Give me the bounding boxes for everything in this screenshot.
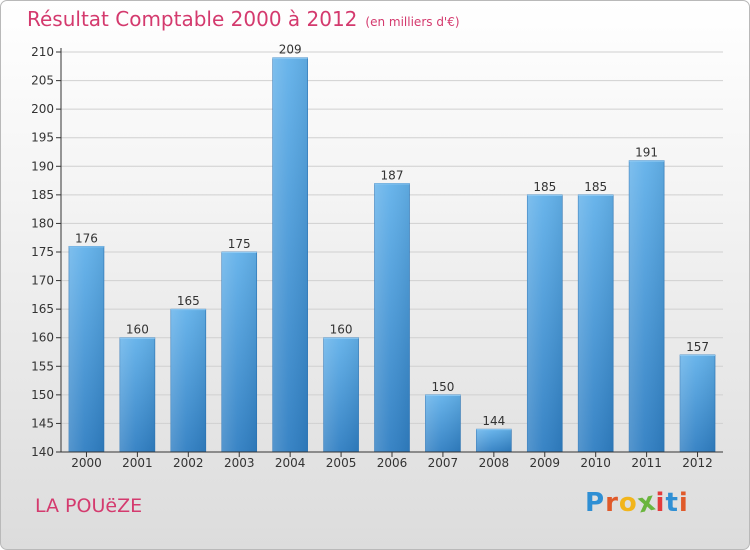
label-layer: 176 160 165 175 209 160 187 150 144 185 185 191 157 <box>75 43 709 428</box>
proxiti-logo: Proxiti <box>585 486 689 519</box>
bar-value-label: 160 <box>330 323 353 337</box>
x-tick-label: 2002 <box>173 456 204 470</box>
y-tick-label: 165 <box>31 302 54 316</box>
bar-value-label: 175 <box>228 237 251 251</box>
y-tick-label: 155 <box>31 359 54 373</box>
place-name: LA POUëZE <box>35 495 143 517</box>
bar-value-label: 209 <box>279 43 302 57</box>
x-tick-label: 2000 <box>71 456 102 470</box>
x-tick-label: 2012 <box>682 456 713 470</box>
bar-shine <box>629 160 665 453</box>
y-tick-label: 210 <box>31 45 54 59</box>
x-tick-label: 2006 <box>377 456 408 470</box>
bar-value-label: 144 <box>482 414 505 428</box>
y-tick-label: 175 <box>31 245 54 259</box>
y-tick-label: 200 <box>31 102 54 116</box>
x-tick-label: 2009 <box>529 456 560 470</box>
y-tick-label: 185 <box>31 188 54 202</box>
y-tick-label: 170 <box>31 274 54 288</box>
bar-value-label: 176 <box>75 231 98 245</box>
x-tick-label: 2003 <box>224 456 255 470</box>
bar-shine <box>170 309 206 452</box>
bar-shine <box>374 183 410 452</box>
bar-shine <box>527 194 563 452</box>
bar-shine <box>578 194 614 452</box>
bar-value-label: 165 <box>177 294 200 308</box>
bar-shine <box>272 57 308 452</box>
logo-letter: P <box>585 488 606 518</box>
bar-shine <box>425 394 461 452</box>
bar-shine <box>68 246 104 452</box>
x-tick-label: 2004 <box>275 456 306 470</box>
y-tick-label: 190 <box>31 159 54 173</box>
bar-value-label: 187 <box>381 168 404 182</box>
logo-letter: r <box>605 488 619 518</box>
x-tick-label: 2001 <box>122 456 153 470</box>
y-tick-label: 195 <box>31 131 54 145</box>
chart-title-text: Résultat Comptable 2000 à 2012 <box>27 7 358 31</box>
bar-shine <box>680 354 716 452</box>
bar-value-label: 160 <box>126 323 149 337</box>
bar-value-label: 185 <box>533 180 556 194</box>
x-tick-label: 2010 <box>580 456 611 470</box>
bar-layer <box>68 57 716 453</box>
chart-title: Résultat Comptable 2000 à 2012 (en millie… <box>27 7 460 31</box>
bar-value-label: 150 <box>431 380 454 394</box>
x-tick-label: 2005 <box>326 456 357 470</box>
bar-shine <box>323 337 359 452</box>
x-tick-label: 2007 <box>428 456 459 470</box>
axis-layer: 1401451501551601651701751801851901952002… <box>31 45 723 470</box>
logo-letter: o <box>618 488 638 518</box>
x-tick-label: 2011 <box>631 456 662 470</box>
bar-shine <box>221 252 257 452</box>
bar-shine <box>476 429 512 452</box>
bar-value-label: 157 <box>686 340 709 354</box>
y-tick-label: 160 <box>31 331 54 345</box>
y-tick-label: 140 <box>31 445 54 459</box>
bar-value-label: 191 <box>635 146 658 160</box>
bar-value-label: 185 <box>584 180 607 194</box>
logo-letter: t <box>665 488 679 518</box>
y-tick-label: 145 <box>31 416 54 430</box>
x-tick-label: 2008 <box>479 456 510 470</box>
y-tick-label: 205 <box>31 74 54 88</box>
bar-shine <box>119 337 155 452</box>
logo-letter: i <box>678 488 689 518</box>
logo-letter: i <box>655 488 666 518</box>
y-tick-label: 150 <box>31 388 54 402</box>
chart-subtitle: (en milliers d'€) <box>365 15 460 29</box>
y-tick-label: 180 <box>31 216 54 230</box>
